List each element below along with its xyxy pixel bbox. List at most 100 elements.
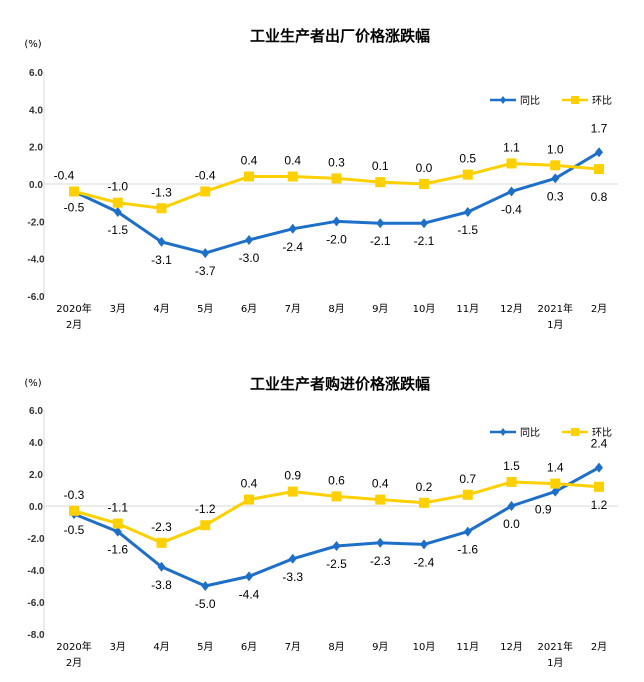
data-label: 0.7 <box>459 472 476 486</box>
x-tick-label: 2021年 <box>538 640 573 653</box>
mom-point <box>331 491 342 502</box>
yoy-point <box>157 236 166 247</box>
data-label: -2.4 <box>282 240 303 254</box>
data-label: -0.4 <box>54 168 75 182</box>
data-label: -1.1 <box>107 501 128 515</box>
data-label: 0.0 <box>416 161 433 175</box>
mom-point <box>200 186 211 197</box>
mom-point <box>594 481 604 492</box>
ppi-ex-factory-chart: 工业生产者出厂价格涨跌幅 (%) 6.0 4.0 2.0 0.0 -2.0 -4.0 -6.… <box>24 27 618 331</box>
data-label: -2.4 <box>414 555 435 569</box>
data-label: 0.2 <box>416 480 433 494</box>
legend-marker <box>571 428 579 436</box>
y-tick-label: -6.0 <box>27 598 45 609</box>
ppi-purchase-chart: 工业生产者购进价格涨跌幅 (%) 6.0 4.0 2.0 0.0 -2.0 -4.0 -6.… <box>24 375 618 669</box>
data-label: -3.8 <box>151 578 172 592</box>
x-tick-label: 12月 <box>500 303 523 315</box>
yoy-point <box>288 553 297 564</box>
yoy-point <box>463 526 472 537</box>
y-tick-label: 6.0 <box>29 406 43 417</box>
data-label: -1.5 <box>457 223 478 237</box>
y-tick-label: -4.0 <box>27 566 45 577</box>
data-label: -3.7 <box>195 264 216 278</box>
mom-point <box>375 494 386 505</box>
x-tick-label: 9月 <box>372 303 388 315</box>
data-label: -2.3 <box>370 554 391 568</box>
mom-point <box>200 520 211 531</box>
x-tick-label: 6月 <box>241 641 257 653</box>
unit-label: (%) <box>24 378 41 389</box>
x-tick-label: 5月 <box>197 303 213 315</box>
mom-point <box>462 489 473 500</box>
y-tick-label: -4.0 <box>27 255 45 266</box>
mom-point <box>550 160 561 171</box>
data-label: 0.9 <box>284 469 301 483</box>
data-label: -1.2 <box>195 502 216 516</box>
data-label: 1.7 <box>591 121 608 135</box>
yoy-point <box>551 486 560 497</box>
legend-label: 同比 <box>520 95 540 107</box>
mom-point <box>594 164 604 175</box>
data-label: -0.4 <box>501 202 522 216</box>
mom-point <box>287 486 298 497</box>
x-tick-label: 5月 <box>197 641 213 653</box>
x-tick-label: 10月 <box>413 303 436 315</box>
data-label: -1.3 <box>151 185 172 199</box>
yoy-point <box>595 147 603 158</box>
data-label: 0.1 <box>372 159 389 173</box>
data-label: 0.6 <box>328 473 345 487</box>
yoy-point <box>332 541 341 551</box>
yoy-point <box>507 186 516 197</box>
yoy-point <box>113 526 122 537</box>
data-label: -3.3 <box>282 570 303 584</box>
mom-point <box>550 478 561 489</box>
yoy-point <box>157 561 166 572</box>
mom-point <box>419 497 429 508</box>
data-label: -2.3 <box>151 520 172 534</box>
x-tick-label: 10月 <box>413 641 436 653</box>
x-tick-label: 2021年 <box>538 302 573 315</box>
y-tick-label: 2.0 <box>29 470 43 481</box>
x-tick-label: 11月 <box>456 303 479 315</box>
data-label: -0.5 <box>64 523 85 537</box>
data-label: 0.3 <box>328 155 345 169</box>
yoy-point <box>376 218 385 229</box>
data-label: -3.0 <box>239 251 260 265</box>
data-label: -1.6 <box>457 543 478 557</box>
data-label: -3.1 <box>151 253 172 267</box>
data-label: 0.3 <box>547 189 564 203</box>
data-label: 0.4 <box>241 477 258 491</box>
mom-point <box>506 158 517 169</box>
x-tick-label: 2月 <box>591 303 607 315</box>
y-tick-label: -2.0 <box>27 217 45 228</box>
y-tick-label: 4.0 <box>29 105 43 116</box>
data-label: 2.4 <box>591 437 608 451</box>
x-tick-label: 12月 <box>500 641 523 653</box>
data-label: -4.4 <box>239 587 260 601</box>
x-tick-label: 4月 <box>153 303 169 315</box>
data-label: 1.2 <box>591 498 608 512</box>
x-tick-label: 11月 <box>456 641 479 653</box>
y-tick-label: 2.0 <box>29 143 43 154</box>
x-tick-label: 7月 <box>285 641 301 653</box>
yoy-point <box>595 462 603 473</box>
mom-point <box>419 179 429 189</box>
yoy-point <box>507 501 516 511</box>
unit-label: (%) <box>24 39 41 50</box>
mom-point <box>156 203 167 214</box>
data-label: -2.5 <box>326 557 347 571</box>
data-label: 1.1 <box>503 140 520 154</box>
yoy-point <box>288 223 297 234</box>
data-label: -0.5 <box>64 200 85 214</box>
yoy-point <box>551 173 560 184</box>
mom-point <box>375 177 386 188</box>
y-tick-label: 4.0 <box>29 438 43 449</box>
mom-point <box>287 171 298 182</box>
mom-point <box>69 505 79 516</box>
chart-title: 工业生产者购进价格涨跌幅 <box>250 375 430 393</box>
data-label: -0.4 <box>195 168 216 182</box>
mom-point <box>112 518 123 529</box>
y-tick-label: 0.0 <box>29 180 43 191</box>
legend-label: 同比 <box>520 427 540 439</box>
data-label: 0.4 <box>284 154 301 168</box>
